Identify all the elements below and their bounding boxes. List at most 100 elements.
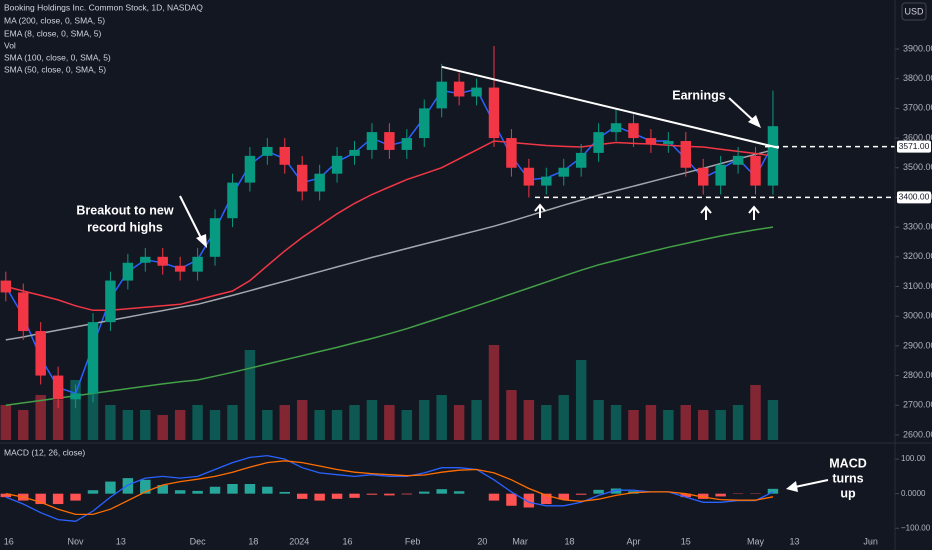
volume-bar: [70, 380, 81, 440]
y-tick-label: 2600.00: [903, 429, 932, 439]
candle-body: [593, 132, 604, 153]
trendline: [441, 65, 780, 149]
macd-histogram-bar: [767, 488, 779, 494]
volume-bar: [227, 405, 238, 440]
candle-body: [645, 138, 657, 144]
level-label-box: [897, 191, 931, 204]
y-tick-label: 100.00: [901, 454, 926, 463]
candle-body: [610, 123, 622, 133]
candle-body: [314, 173, 325, 192]
candle-body: [628, 123, 639, 139]
macd-histogram-bar: [436, 489, 447, 494]
moving-average: [5, 226, 774, 407]
candle-body: [558, 167, 569, 177]
currency-box[interactable]: [901, 2, 927, 21]
arrow: [179, 195, 203, 241]
macd-histogram-bar: [453, 491, 465, 494]
x-tick-label: 13: [789, 536, 799, 546]
x-tick-label: 20: [477, 536, 487, 546]
volume-bar: [244, 350, 256, 440]
macd-histogram-bar: [575, 493, 587, 495]
volume-bar: [262, 410, 273, 440]
y-tick-label: 3100.00: [903, 281, 932, 291]
x-tick-label: 16: [4, 536, 14, 546]
candle-body: [296, 164, 308, 192]
x-tick-label: 16: [343, 536, 353, 546]
macd-histogram-bar: [680, 493, 692, 498]
moving-average: [5, 149, 774, 341]
macd-histogram-bar: [349, 493, 360, 498]
volume-bar: [680, 405, 692, 440]
plot-area: 3900.00 3800.00 3700.00 3600.00 3500.00 3400.…: [0, 43, 932, 546]
candle-body: [732, 155, 744, 165]
macd-histogram-bar: [314, 493, 325, 501]
macd-histogram-bar: [541, 493, 552, 505]
macd-histogram-bar: [331, 493, 343, 499]
volume-bar: [541, 405, 552, 440]
candle-body: [331, 155, 343, 174]
y-tick-label: 3900.00: [903, 43, 932, 53]
volume-bar: [209, 410, 221, 440]
y-tick-label: 2900.00: [903, 340, 932, 350]
volume-bar: [384, 405, 395, 440]
volume-bar: [453, 405, 465, 440]
volume-bar: [471, 400, 482, 440]
x-tick-label: Mar: [512, 536, 528, 546]
macd-histogram-bar: [506, 493, 517, 506]
macd-title: MACD (12, 26, close): [4, 447, 85, 457]
macd-histogram-bar: [35, 493, 46, 505]
level-label: 3571.00: [899, 141, 930, 151]
candle-body: [18, 292, 29, 332]
macd-histogram-bar: [52, 493, 64, 505]
candle-body: [384, 132, 395, 150]
macd-histogram-bar: [419, 491, 430, 494]
candle-body: [209, 218, 221, 257]
macd-histogram-bar: [296, 493, 308, 499]
volume-bar: [732, 405, 744, 440]
candle-body: [401, 138, 413, 150]
macd-histogram-bar: [227, 483, 238, 494]
y-tick-label: 3600.00: [903, 132, 932, 142]
macd-histogram-bar: [558, 493, 569, 500]
candle-body: [541, 176, 552, 186]
volume-bar: [419, 400, 430, 440]
currency[interactable]: USD: [904, 6, 924, 16]
macd-histogram-bar: [157, 485, 168, 494]
macd-histogram-bar: [488, 493, 500, 501]
up-arrow: [534, 203, 546, 218]
x-tick-label: 15: [681, 536, 691, 546]
volume-bar: [331, 410, 343, 440]
candle-body: [680, 141, 692, 168]
y-tick-label: 3700.00: [903, 103, 932, 113]
y-tick-label: 2800.00: [903, 370, 932, 380]
annotation: Breakout to new: [76, 203, 174, 217]
signal-line: [5, 460, 774, 516]
y-tick-label: 3500.00: [903, 162, 932, 172]
level-label-box: [897, 140, 931, 153]
volume-bar: [349, 405, 360, 440]
volume-bar: [506, 390, 517, 440]
macd-histogram-bar: [697, 493, 709, 499]
candle-body: [35, 331, 46, 376]
volume-bar: [174, 410, 186, 440]
candle-body: [419, 108, 430, 139]
up-arrow: [700, 205, 712, 220]
volume-bar: [575, 360, 587, 440]
x-tick-label: Apr: [626, 536, 640, 546]
candle-body: [52, 375, 64, 400]
x-tick-label: Nov: [68, 536, 85, 546]
legend-entry: EMA (8, close, 0, SMA, 5): [4, 28, 101, 38]
volume-bar: [122, 410, 134, 440]
macd-histogram-bar: [279, 491, 291, 494]
volume-bar: [192, 405, 203, 440]
volume-bar: [767, 400, 779, 440]
y-tick-label: 3300.00: [903, 222, 932, 232]
candle-body: [488, 87, 500, 139]
candle-body: [750, 155, 761, 186]
annotation: Earnings: [672, 88, 726, 102]
volume-bar: [314, 410, 325, 440]
arrow: [794, 479, 829, 488]
volume-bar: [750, 385, 761, 440]
